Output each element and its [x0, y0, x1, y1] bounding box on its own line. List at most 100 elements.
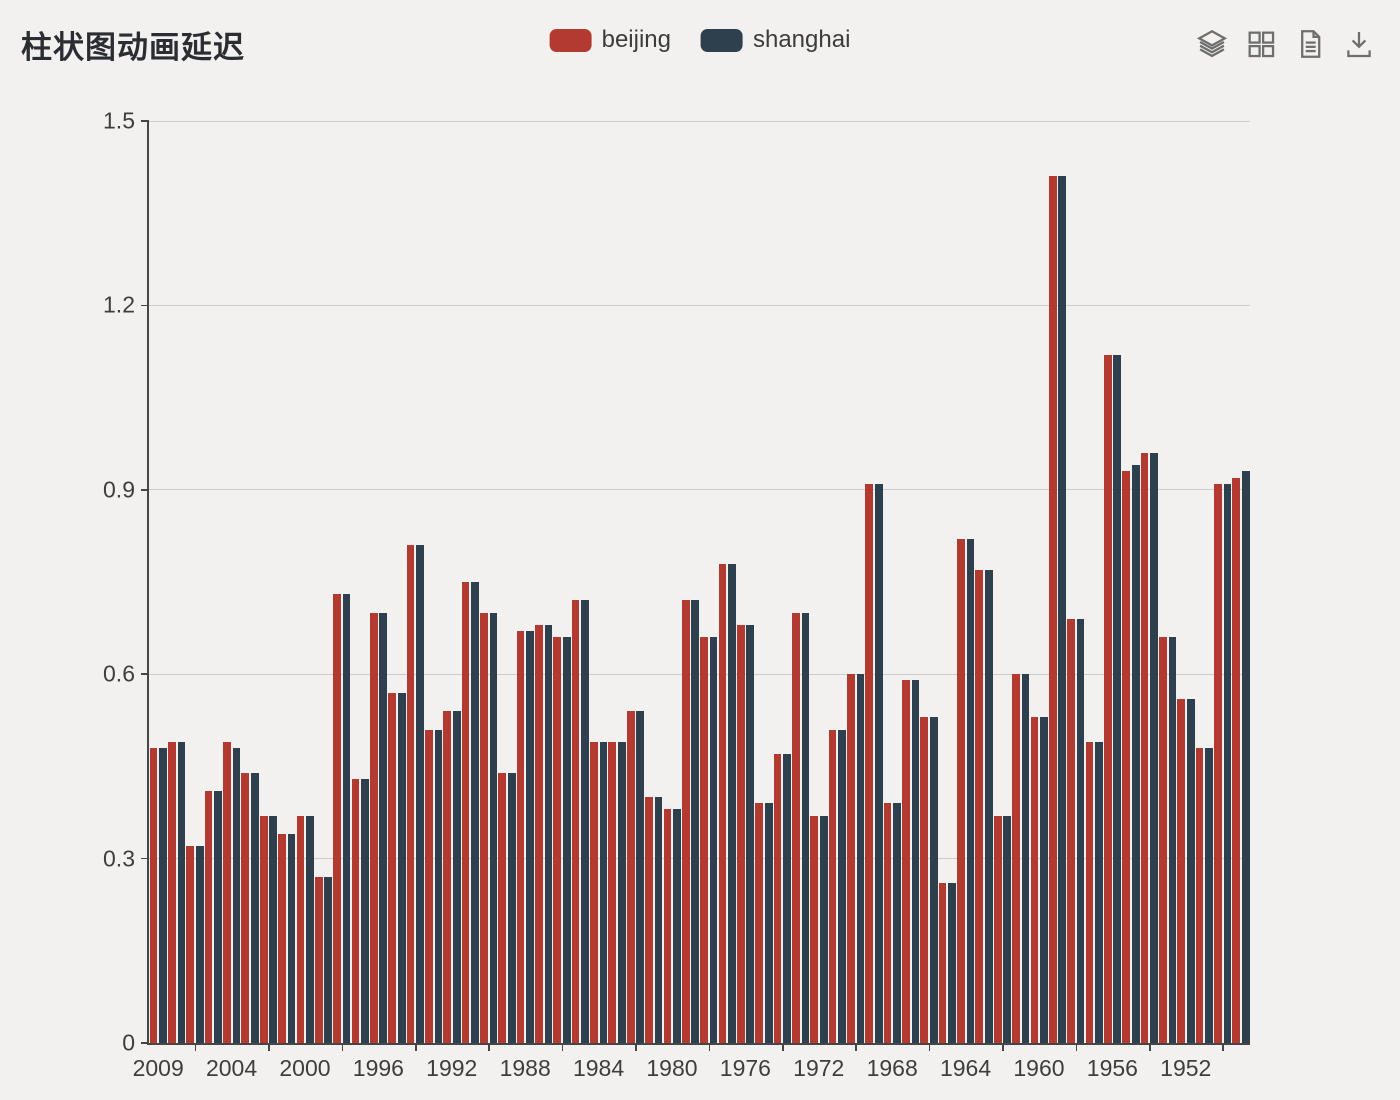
y-axis-label-0: 0 — [122, 1029, 135, 1056]
bar-shanghai-1992 — [471, 582, 479, 1043]
legend-item-shanghai[interactable]: shanghai — [700, 26, 850, 54]
bar-beijing-1975 — [773, 754, 782, 1043]
bar-shanghai-1964 — [985, 569, 993, 1043]
x-axis-tick — [928, 1043, 931, 1051]
gridline-y-0.3 — [149, 858, 1250, 860]
bar-shanghai-1969 — [893, 803, 901, 1043]
bar-beijing-2000 — [314, 877, 323, 1043]
bar-shanghai-1970 — [874, 483, 883, 1043]
x-axis-tick — [561, 1043, 564, 1051]
bar-shanghai-1975 — [783, 754, 791, 1043]
x-axis-label-1972: 1972 — [793, 1055, 845, 1081]
bar-beijing-1992 — [461, 582, 470, 1043]
bar-beijing-1990 — [498, 772, 507, 1043]
legend-label-beijing: beijing — [601, 26, 671, 53]
bar-beijing-1954 — [1158, 637, 1167, 1043]
bar-shanghai-1988 — [544, 625, 553, 1043]
legend-marker-shanghai — [700, 28, 743, 52]
bar-beijing-2008 — [168, 741, 176, 1043]
save-as-image-icon[interactable] — [1342, 27, 1376, 61]
x-axis-label-1988: 1988 — [499, 1055, 551, 1081]
gridline-y-0.9 — [149, 489, 1250, 491]
bar-shanghai-1995 — [416, 545, 424, 1043]
gridline-y-1.2 — [149, 304, 1250, 306]
bar-beijing-1958 — [1085, 741, 1094, 1043]
bar-shanghai-1990 — [507, 772, 516, 1043]
plot-area: 0 0.3 0.6 0.9 1.2 1.5 2009 2004 2000 1996 1992 1988… — [103, 108, 1250, 1081]
bar-shanghai-1952 — [1205, 747, 1213, 1043]
x-axis-tick — [1075, 1043, 1078, 1051]
bar-beijing-1961 — [1030, 717, 1039, 1043]
bar-shanghai-2003 — [269, 815, 278, 1043]
bar-beijing-2007 — [186, 846, 195, 1043]
bar-beijing-1963 — [993, 815, 1002, 1043]
bar-shanghai-1997 — [379, 612, 388, 1043]
bar-beijing-1955 — [1140, 452, 1149, 1043]
bar-beijing-1959 — [1067, 618, 1075, 1043]
x-axis-tick — [1222, 1043, 1225, 1051]
bar-shanghai-1958 — [1095, 741, 1103, 1043]
bar-beijing-1965 — [957, 538, 965, 1043]
bar-shanghai-1954 — [1168, 637, 1177, 1043]
bar-beijing-1970 — [865, 483, 874, 1043]
bar-shanghai-1978 — [728, 563, 736, 1043]
bar-beijing-1978 — [718, 563, 727, 1043]
x-axis-tick — [341, 1043, 344, 1051]
chart-title: 柱状图动画延迟 — [21, 30, 245, 65]
x-axis-label-1960: 1960 — [1013, 1055, 1065, 1081]
bar-beijing-1966 — [938, 883, 947, 1043]
bar-shanghai-1985 — [599, 741, 608, 1043]
bar-shanghai-1965 — [966, 538, 975, 1043]
x-axis-label-2004: 2004 — [205, 1055, 258, 1081]
bar-shanghai-1981 — [673, 809, 681, 1043]
bar-shanghai-1967 — [929, 717, 938, 1043]
data-view-icon[interactable] — [1293, 27, 1327, 61]
bar-beijing-1980 — [681, 600, 690, 1043]
bar-shanghai-1998 — [361, 778, 369, 1043]
bar-shanghai-1989 — [526, 631, 534, 1043]
bar-shanghai-1963 — [1003, 815, 1012, 1043]
bar-shanghai-1951 — [1223, 483, 1232, 1043]
bar-shanghai-1977 — [746, 625, 755, 1043]
gridline-y-0.6 — [149, 673, 1250, 675]
bar-shanghai-2009 — [159, 747, 167, 1043]
y-axis-tick — [141, 1042, 149, 1044]
bar-shanghai-1955 — [1150, 452, 1158, 1043]
bar-shanghai-2008 — [177, 741, 186, 1043]
bar-beijing-2006 — [204, 791, 213, 1043]
bar-beijing-1972 — [828, 729, 837, 1043]
bar-beijing-2002 — [278, 834, 286, 1043]
bar-beijing-1974 — [791, 612, 800, 1043]
x-axis-tick — [415, 1043, 417, 1051]
bar-beijing-2005 — [223, 741, 231, 1043]
bar-beijing-1973 — [810, 815, 819, 1043]
bar-shanghai-2005 — [232, 747, 241, 1043]
bar-beijing-1993 — [443, 711, 452, 1043]
y-axis-tick — [141, 857, 149, 860]
magic-type-stack-icon[interactable] — [1195, 27, 1229, 61]
bar-shanghai-1994 — [434, 729, 443, 1043]
magic-type-tiled-icon[interactable] — [1244, 27, 1278, 61]
x-axis-tick — [194, 1043, 197, 1051]
bar-beijing-1967 — [920, 717, 929, 1043]
bar-shanghai-1966 — [948, 883, 957, 1043]
bar-beijing-1997 — [369, 612, 378, 1043]
legend-item-beijing[interactable]: beijing — [549, 26, 671, 54]
bar-beijing-2001 — [296, 815, 305, 1043]
bar-shanghai-1971 — [856, 674, 865, 1043]
bar-beijing-1951 — [1214, 483, 1222, 1043]
y-axis-label-0.9: 0.9 — [103, 476, 135, 503]
bar-beijing-1952 — [1195, 747, 1204, 1043]
bar-beijing-1969 — [883, 803, 892, 1043]
x-axis-label-1976: 1976 — [719, 1055, 771, 1081]
y-axis-label-0.6: 0.6 — [103, 660, 135, 687]
bar-shanghai-1986 — [581, 600, 590, 1043]
bar-shanghai-1953 — [1186, 698, 1195, 1043]
x-axis-label-1956: 1956 — [1086, 1055, 1138, 1081]
x-axis-label-1980: 1980 — [646, 1055, 698, 1081]
bar-beijing-1964 — [975, 569, 984, 1043]
x-axis-label-1952: 1952 — [1160, 1055, 1212, 1081]
x-axis-tick — [268, 1043, 270, 1051]
y-axis-label-1.2: 1.2 — [103, 291, 135, 318]
bar-shanghai-2001 — [306, 815, 314, 1043]
